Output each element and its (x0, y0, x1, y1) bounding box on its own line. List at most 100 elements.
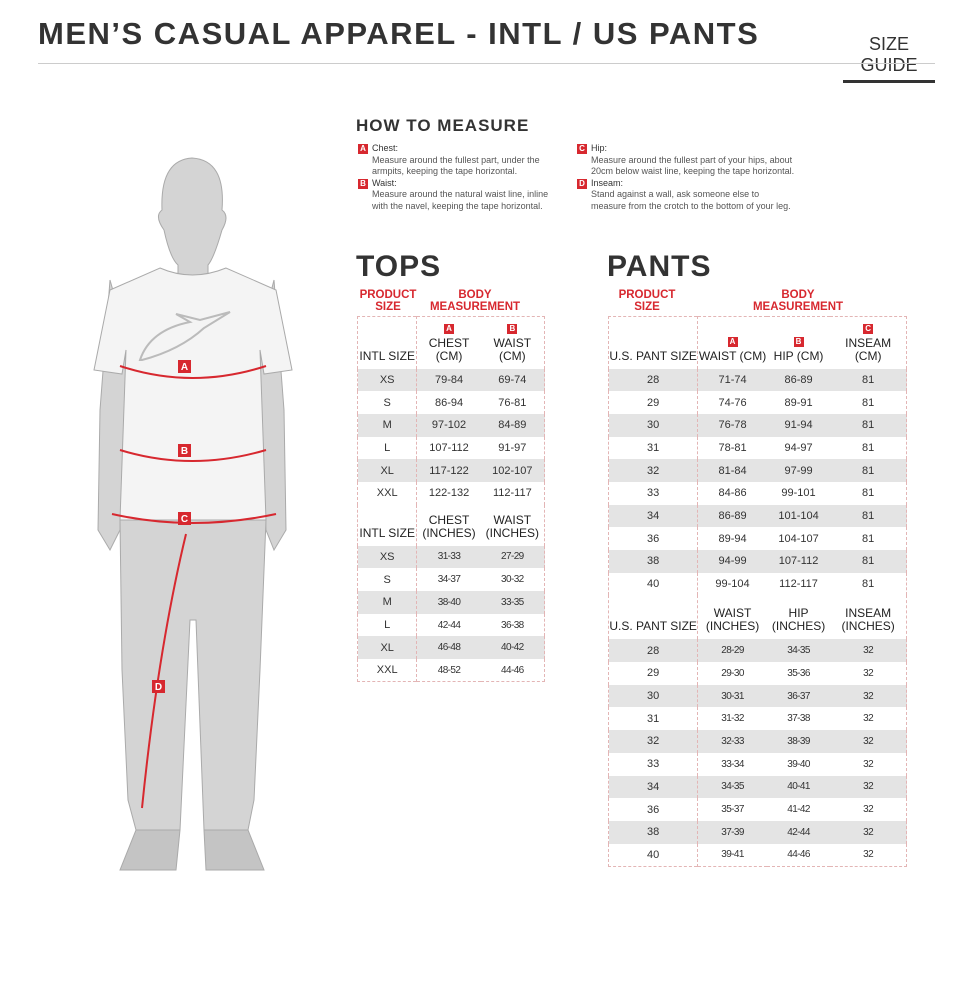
table-cell: 91-94 (766, 413, 831, 437)
badge: B (507, 323, 518, 334)
table-cell: XS (357, 368, 418, 392)
table-cell: XXL (357, 659, 418, 682)
table-cell: 36 (608, 527, 699, 550)
column-header: B HIP (CM) (767, 317, 830, 369)
table-cell: 91-97 (498, 441, 527, 454)
tops-inches-header-row: INTL SIZE CHEST (INCHES) WAIST (INCHES) (357, 504, 545, 546)
badge-d: D (577, 178, 587, 189)
table-cell: 81-84 (697, 459, 767, 482)
table-row: 40 99-104 112-117 81 (608, 572, 907, 596)
table-cell: 104-107 (778, 532, 819, 545)
column-header: CHEST (INCHES) (417, 505, 481, 546)
table-cell: 28-29 (697, 639, 767, 663)
tops-title: TOPS (356, 250, 442, 283)
table-cell: XS (357, 545, 418, 569)
table-cell: 32 (608, 459, 699, 482)
table-cell: 94-99 (697, 550, 767, 573)
table-cell: 31-32 (721, 713, 744, 725)
table-cell: 35-37 (721, 804, 744, 816)
header-label: INTL SIZE (359, 348, 415, 363)
table-row: 32 32-33 38-39 32 (608, 730, 907, 753)
table-cell: 81 (830, 504, 907, 528)
table-cell: 101-104 (766, 504, 831, 528)
table-cell: 41-42 (787, 804, 810, 816)
column-header: INTL SIZE (357, 316, 418, 369)
head (158, 157, 227, 279)
table-cell: 81 (862, 487, 875, 500)
table-row: S 34-37 30-32 (357, 568, 545, 591)
table-row: 30 76-78 91-94 81 (608, 413, 907, 437)
column-header: A WAIST (CM) (698, 317, 767, 369)
table-cell: 32 (830, 775, 907, 799)
table-cell: 30-31 (697, 684, 767, 708)
table-row: 33 84-86 99-101 81 (608, 481, 907, 505)
table-cell: 36-38 (501, 619, 524, 631)
table-row: M 97-102 84-89 (357, 413, 545, 437)
hip-measure-line (111, 513, 277, 524)
table-cell: 35-36 (787, 667, 810, 679)
table-row: XL 117-122 102-107 (357, 459, 545, 482)
table-cell: 33-34 (721, 758, 744, 770)
table-cell: 30 (608, 684, 699, 708)
table-cell: 84-86 (718, 487, 747, 500)
table-cell: 42-44 (437, 619, 461, 631)
badge: C (863, 323, 874, 334)
table-cell: 81 (862, 532, 875, 545)
table-cell: 99-104 (715, 578, 750, 591)
table-cell: 32 (830, 684, 907, 708)
table-row: 30 30-31 36-37 32 (608, 684, 907, 708)
badge: A (444, 323, 455, 334)
table-cell: 78-81 (718, 441, 747, 454)
table-cell: 34-37 (437, 574, 461, 586)
table-row: L 42-44 36-38 (357, 613, 545, 637)
table-cell: 86-89 (766, 368, 831, 392)
table-cell: 117-122 (416, 459, 481, 482)
column-header: INTL SIZE (357, 504, 418, 546)
table-cell: XL (357, 459, 418, 482)
header-label: U.S. PANT SIZE (609, 619, 697, 634)
table-cell: 31-33 (416, 545, 481, 569)
column-header: WAIST (INCHES) (481, 505, 545, 546)
header-label: WAIST (INCHES) (705, 606, 760, 634)
text: Stand against a wall, ask someone else t… (591, 189, 791, 211)
marker-d: D (155, 682, 162, 693)
table-row: 38 37-39 42-44 32 (608, 820, 907, 844)
table-cell: 33 (608, 752, 699, 776)
table-cell: 33 (608, 481, 699, 505)
measure-waist: B Waist: Measure around the natural waist … (356, 178, 556, 213)
table-cell: 44-46 (787, 849, 810, 861)
size-guide-link[interactable]: SIZE GUIDE (843, 34, 935, 83)
header-label: CHEST (INCHES) (422, 512, 476, 540)
model-figure: A B C D (93, 157, 293, 871)
badge-b: B (358, 178, 368, 189)
text: Measure around the fullest part, under t… (372, 154, 540, 177)
table-row: S 86-94 76-81 (357, 391, 545, 414)
table-row: 28 28-29 34-35 32 (608, 639, 907, 663)
table-row: 40 39-41 44-46 32 (608, 843, 907, 867)
table-cell: 97-102 (416, 413, 481, 437)
table-cell: 32 (863, 804, 874, 816)
table-row: 33 33-34 39-40 32 (608, 752, 907, 776)
pants (119, 519, 267, 831)
table-row: 38 94-99 107-112 81 (608, 550, 907, 573)
table-cell: 94-97 (784, 441, 813, 454)
text: Measure around the fullest part of your … (591, 154, 795, 177)
table-row: 34 86-89 101-104 81 (608, 504, 907, 528)
table-cell: 38 (608, 550, 699, 573)
table-cell: 46-48 (416, 636, 481, 660)
column-header: A CHEST (CM) (417, 317, 481, 369)
table-cell: 37-39 (697, 820, 767, 844)
pants-cm-header-row: U.S. PANT SIZE A WAIST (CM) B HIP (CM) C INSEA… (608, 316, 907, 369)
table-cell: 37-38 (787, 713, 810, 725)
table-cell: L (357, 436, 418, 460)
table-row: 36 89-94 104-107 81 (608, 527, 907, 550)
column-header: WAIST (INCHES) (698, 595, 767, 639)
chest-measure-line (119, 365, 267, 379)
table-cell: 34 (608, 775, 699, 799)
header-label: WAIST (INCHES) (485, 512, 539, 540)
logo-icon (138, 311, 231, 361)
tops-size-table: INTL SIZE A CHEST (CM) B WAIST (CM) XS 79-84 69… (357, 316, 545, 683)
table-row: XS 79-84 69-74 (357, 368, 545, 392)
measure-hip: C Hip: Measure around the fullest part of … (575, 143, 795, 178)
table-row: 32 81-84 97-99 81 (608, 459, 907, 482)
